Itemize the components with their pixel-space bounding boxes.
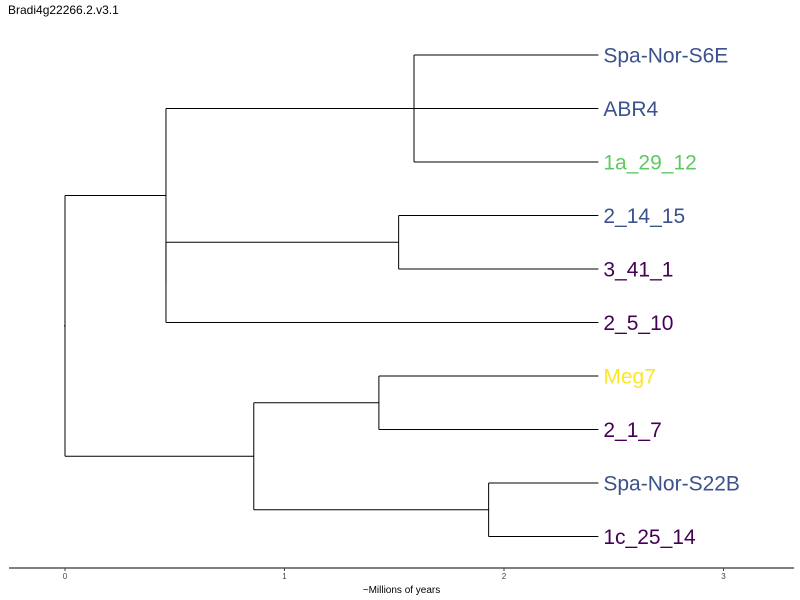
tip-label: 3_41_1 (603, 259, 673, 282)
x-tick-label: 1 (282, 572, 287, 581)
x-axis: 0 1 2 3 ~Millions of years (9, 567, 794, 596)
x-tick-label: 0 (63, 572, 68, 581)
x-tick-label: 2 (502, 572, 507, 581)
branches (64, 54, 599, 537)
tip-label: Meg7 (603, 366, 656, 389)
tip-label: Spa-Nor-S6E (603, 45, 728, 68)
tip-label: 2_5_10 (603, 312, 673, 335)
x-axis-title: ~Millions of years (363, 585, 441, 596)
x-tick-label: 3 (721, 572, 726, 581)
tip-label: Spa-Nor-S22B (603, 473, 740, 496)
tip-labels: Spa-Nor-S6E ABR4 1a_29_12 2_14_15 3_41_1 2_5_… (603, 45, 740, 550)
tip-label: 2_1_7 (603, 419, 661, 442)
chart-title: Bradi4g22266.2.v3.1 (8, 3, 119, 17)
tip-label: 1c_25_14 (603, 526, 696, 549)
x-axis-ticks: 0 1 2 3 (63, 568, 726, 581)
tip-label: 2_14_15 (603, 205, 685, 228)
tip-label: ABR4 (603, 98, 658, 121)
tip-label: 1a_29_12 (603, 152, 696, 175)
